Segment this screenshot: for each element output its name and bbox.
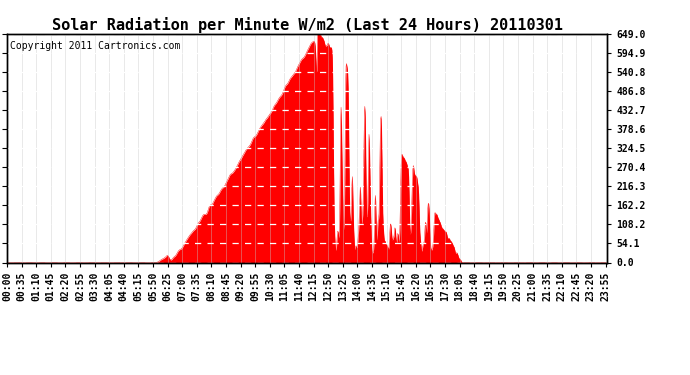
Text: Copyright 2011 Cartronics.com: Copyright 2011 Cartronics.com: [10, 40, 180, 51]
Title: Solar Radiation per Minute W/m2 (Last 24 Hours) 20110301: Solar Radiation per Minute W/m2 (Last 24…: [52, 16, 562, 33]
